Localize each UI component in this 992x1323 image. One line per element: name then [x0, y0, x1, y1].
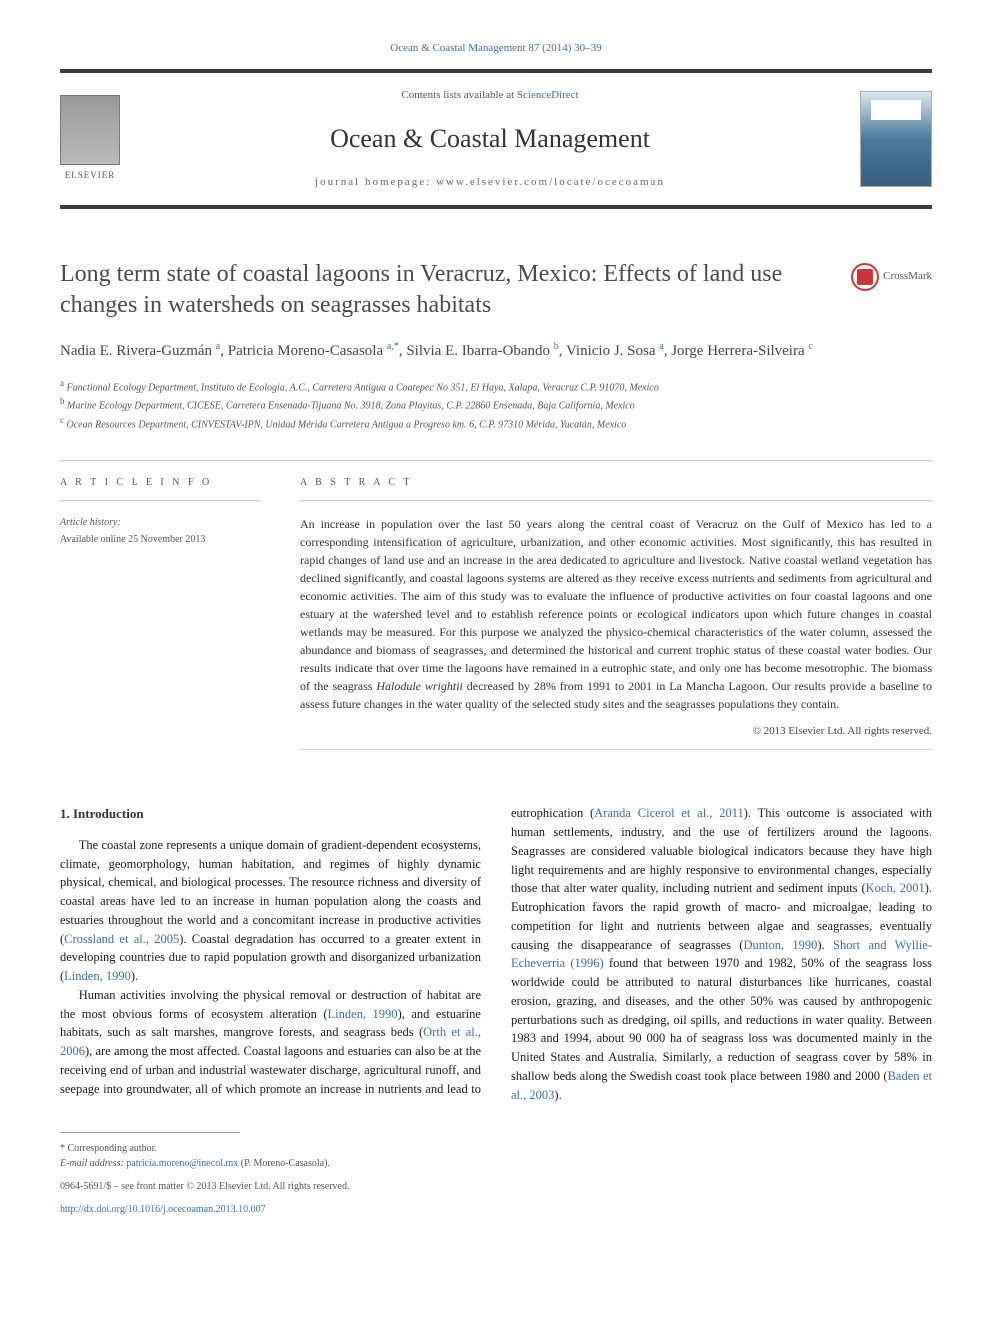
email-label: E-mail address:: [60, 1158, 126, 1169]
homepage-prefix: journal homepage:: [315, 176, 436, 188]
footnotes: * Corresponding author. E-mail address: …: [60, 1141, 932, 1171]
sciencedirect-prefix: Contents lists available at: [401, 89, 516, 101]
journal-reference: Ocean & Coastal Management 87 (2014) 30–…: [60, 40, 932, 57]
email-line: E-mail address: patricia.moreno@inecol.m…: [60, 1156, 932, 1171]
section-heading-introduction: 1. Introduction: [60, 804, 481, 824]
journal-header: ELSEVIER Contents lists available at Sci…: [60, 69, 932, 209]
divider: [60, 500, 260, 501]
body-columns: 1. Introduction The coastal zone represe…: [60, 804, 932, 1104]
crossmark-icon: [851, 263, 879, 291]
crossmark-badge[interactable]: CrossMark: [851, 263, 932, 291]
article-title: Long term state of coastal lagoons in Ve…: [60, 259, 932, 321]
affiliation-a: a Functional Ecology Department, Institu…: [60, 377, 932, 395]
authors-list: Nadia E. Rivera-Guzmán a, Patricia Moren…: [60, 339, 932, 363]
crossmark-label: CrossMark: [883, 268, 932, 285]
sciencedirect-line: Contents lists available at ScienceDirec…: [120, 87, 860, 104]
publisher-logo[interactable]: ELSEVIER: [60, 95, 120, 183]
abstract-label: A B S T R A C T: [300, 475, 932, 490]
abstract-copyright: © 2013 Elsevier Ltd. All rights reserved…: [300, 723, 932, 740]
affiliation-c: c Ocean Resources Department, CINVESTAV-…: [60, 414, 932, 432]
body-paragraph: The coastal zone represents a unique dom…: [60, 836, 481, 986]
doi-link[interactable]: http://dx.doi.org/10.1016/j.ocecoaman.20…: [60, 1204, 266, 1215]
journal-name: Ocean & Coastal Management: [120, 119, 860, 158]
affiliation-b: b Marine Ecology Department, CICESE, Car…: [60, 395, 932, 413]
homepage-url[interactable]: www.elsevier.com/locate/ocecoaman: [436, 176, 665, 188]
affiliations: a Functional Ecology Department, Institu…: [60, 377, 932, 432]
issn-line: 0964-5691/$ – see front matter © 2013 El…: [60, 1179, 932, 1194]
article-info-label: A R T I C L E I N F O: [60, 475, 260, 490]
email-suffix: (P. Moreno-Casasola).: [238, 1158, 330, 1169]
journal-homepage: journal homepage: www.elsevier.com/locat…: [120, 174, 860, 191]
journal-cover-thumb: [860, 91, 932, 187]
divider: [300, 749, 932, 750]
footnote-rule: [60, 1132, 240, 1133]
elsevier-tree-icon: [60, 95, 120, 165]
corresponding-author-note: * Corresponding author.: [60, 1141, 932, 1156]
article-history-value: Available online 25 November 2013: [60, 532, 260, 547]
abstract-text: An increase in population over the last …: [300, 515, 932, 713]
abstract-block: A B S T R A C T An increase in populatio…: [300, 475, 932, 765]
divider: [300, 500, 932, 501]
publisher-name: ELSEVIER: [65, 169, 116, 183]
divider: [60, 460, 932, 461]
article-history-label: Article history:: [60, 515, 260, 530]
sciencedirect-link[interactable]: ScienceDirect: [517, 89, 579, 101]
corresponding-email-link[interactable]: patricia.moreno@inecol.mx: [126, 1158, 238, 1169]
article-info-block: A R T I C L E I N F O Article history: A…: [60, 475, 260, 765]
